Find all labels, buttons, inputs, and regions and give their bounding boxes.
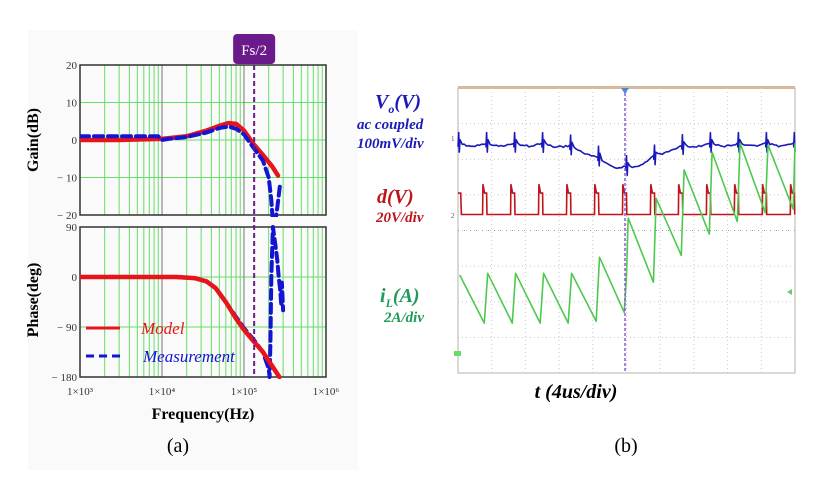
svg-text:ac coupled: ac coupled <box>357 117 424 133</box>
oscilloscope-capture: 1 2 Vo(V) ac coupled 100mV/div d(V) 20V/… <box>340 0 818 480</box>
frequency-tick-label: 1×10³ <box>67 386 94 398</box>
phase-axis-label: Phase(deg) <box>25 263 42 338</box>
vo-label: Vo(V) ac coupled 100mV/div <box>357 91 424 152</box>
gain-tick-label: − 20 <box>57 210 77 222</box>
d-label: d(V) 20V/div <box>375 186 424 226</box>
legend: Model Measurement <box>86 319 236 366</box>
fs2-label: Fs/2 <box>241 43 267 59</box>
frequency-axis-label: Frequency(Hz) <box>152 406 255 423</box>
gain-tick-label: 20 <box>66 60 78 72</box>
svg-text:100mV/div: 100mV/div <box>357 136 424 152</box>
legend-model-label: Model <box>140 319 185 338</box>
fs2-marker-badge: Fs/2 <box>233 34 275 64</box>
gain-tick-label: 10 <box>66 98 78 110</box>
svg-text:2A/div: 2A/div <box>383 310 424 326</box>
svg-text:d(V): d(V) <box>377 186 414 208</box>
time-axis-label: t (4us/div) <box>535 381 618 403</box>
caption-b: (b) <box>614 435 637 457</box>
gain-tick-label: 0 <box>72 135 78 147</box>
gain-tick-label: − 10 <box>57 173 77 185</box>
svg-text:iL(A): iL(A) <box>380 285 420 310</box>
frequency-tick-label: 1×10⁴ <box>149 386 176 398</box>
model-curve <box>80 123 278 176</box>
legend-measurement-label: Measurement <box>142 347 236 366</box>
frequency-tick-label: 1×10⁶ <box>313 386 340 398</box>
phase-tick-label: 90 <box>66 222 78 234</box>
gain-axis-label: Gain(dB) <box>25 108 42 172</box>
phase-tick-label: 0 <box>72 272 78 284</box>
il-label: iL(A) 2A/div <box>380 285 424 326</box>
frequency-x-ticks: 1×10³ 1×10⁴ 1×10⁵ 1×10⁶ <box>67 386 339 398</box>
caption-a: (a) <box>167 435 189 457</box>
gain-y-ticks: 20 10 0 − 10 − 20 <box>57 60 77 222</box>
svg-text:Vo(V): Vo(V) <box>375 91 421 116</box>
ch2-ground-marker: 2 <box>451 212 455 220</box>
phase-tick-label: − 90 <box>57 322 77 334</box>
gain-series <box>80 123 280 222</box>
frequency-tick-label: 1×10⁵ <box>231 386 258 398</box>
svg-text:20V/div: 20V/div <box>375 210 424 226</box>
phase-tick-label: − 180 <box>52 372 78 384</box>
phase-y-ticks: 90 0 − 90 − 180 <box>52 222 78 384</box>
ch1-ground-marker: 1 <box>451 135 455 143</box>
ch3-ground-marker <box>454 351 461 356</box>
